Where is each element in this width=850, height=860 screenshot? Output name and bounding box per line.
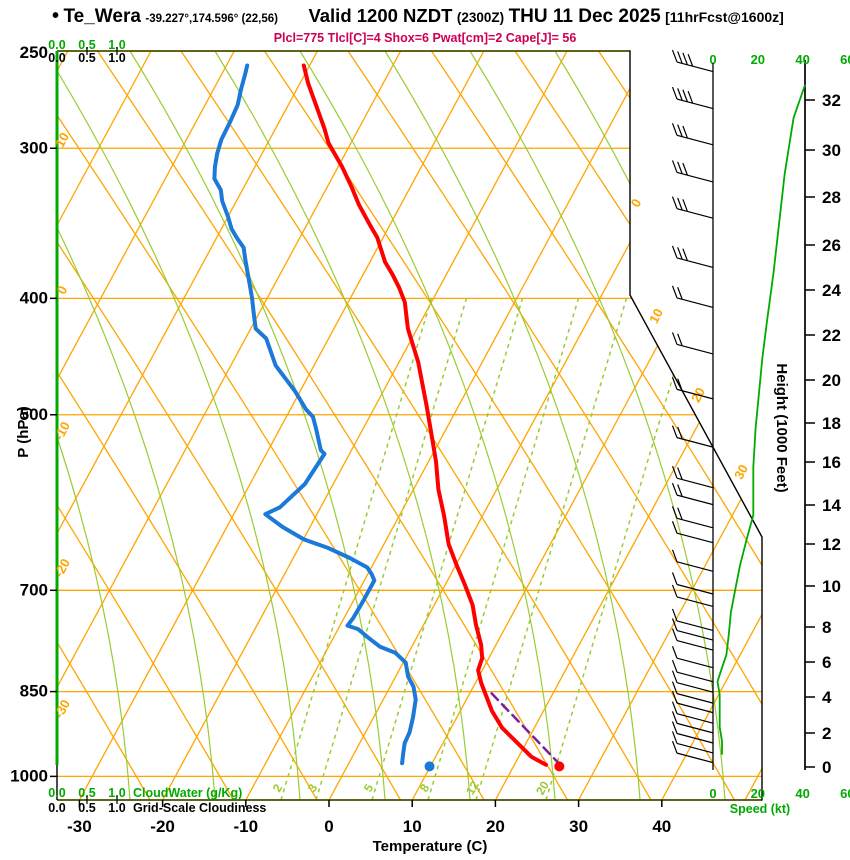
axis-label: 20 xyxy=(751,52,765,67)
axis-label: 1.0 xyxy=(108,801,125,815)
sounding-indices: Plcl=775 Tlcl[C]=4 Shox=6 Pwat[cm]=2 Cap… xyxy=(273,31,577,45)
axis-label: 20 xyxy=(533,778,552,797)
axis-label: Height (1000 Feet) xyxy=(773,363,790,492)
isotherm-labels: 100-10-20-300102030 xyxy=(51,130,751,721)
wind-barbs xyxy=(671,49,714,770)
axis-label: 0.0 xyxy=(48,786,65,800)
cloudwater-scales: 0.00.00.50.51.01.00.00.00.50.51.01.0Clou… xyxy=(48,38,266,815)
dewpoint-curve xyxy=(212,63,418,766)
axis-label: 300 xyxy=(20,138,48,157)
valid-time: Valid 1200 NZDT xyxy=(308,5,453,26)
wind-speed-curve xyxy=(716,84,806,755)
axis-label: 850 xyxy=(20,682,48,701)
title-bullet: • xyxy=(52,5,60,27)
axis-label: 700 xyxy=(20,580,48,599)
axis-label: 22 xyxy=(822,326,841,345)
pressure-axis: 250 300 400 500 700 850 1000 P (hPa) xyxy=(10,43,57,785)
surface-temperature-dot xyxy=(554,761,565,772)
station-name: Te_Wera xyxy=(63,6,141,27)
valid-date: THU 11 Dec 2025 xyxy=(508,6,661,27)
axis-label: Temperature (C) xyxy=(373,838,488,855)
axis-label: Speed (kt) xyxy=(730,802,790,816)
forecast-hour: [11hrFcst@1600z] xyxy=(665,9,784,25)
axis-label: 3 xyxy=(305,781,321,794)
axis-label: 1000 xyxy=(10,766,48,785)
axis-label: 30 xyxy=(822,141,841,160)
axis-label: 32 xyxy=(822,91,841,110)
axis-label: 60 xyxy=(840,786,850,801)
axis-label: 12 xyxy=(463,778,482,797)
axis-label: 14 xyxy=(822,496,841,515)
axis-label: -20 xyxy=(150,817,175,836)
axis-label: 18 xyxy=(822,414,841,433)
axis-label: -10 xyxy=(234,817,259,836)
temperature-curve xyxy=(301,63,548,767)
axis-label: 4 xyxy=(822,688,832,707)
axis-label: 500 xyxy=(20,405,48,424)
axis-label: 20 xyxy=(822,371,841,390)
axis-label: 0 xyxy=(324,817,333,836)
chart-title: • Te_Wera -39.227°,174.596° (22,56) Vali… xyxy=(52,5,850,28)
axis-label: 2 xyxy=(822,724,831,743)
axis-label: 0 xyxy=(709,52,716,67)
axis-label: CloudWater (g/Kg) xyxy=(133,786,242,800)
valid-time-z: (2300Z) xyxy=(456,10,505,25)
axis-label: 40 xyxy=(652,817,671,836)
surface-dots xyxy=(424,761,565,772)
axis-label: 10 xyxy=(52,130,72,150)
axis-label: 40 xyxy=(795,52,809,67)
plot-frame xyxy=(56,50,763,801)
axis-label: P (hPa) xyxy=(15,406,32,457)
axis-label: 250 xyxy=(20,43,48,62)
axis-label: Grid-Scale Cloudiness xyxy=(133,801,266,815)
axis-label: 0 xyxy=(709,786,716,801)
axis-label: 26 xyxy=(822,236,841,255)
mixing-ratio-labels: 2 3 5 8 12 20 xyxy=(270,778,552,797)
parcel-path xyxy=(488,690,562,767)
station-coords: -39.227°,174.596° (22,56) xyxy=(145,13,278,25)
axis-label: 2 xyxy=(270,781,286,794)
axis-label: 12 xyxy=(822,535,841,554)
temperature-axis: -30 -20 -10 0 10 20 30 40 Temperature (C) xyxy=(67,800,671,855)
axis-label: 1.0 xyxy=(108,786,125,800)
axis-label: -10 xyxy=(51,419,73,443)
surface-dewpoint-dot xyxy=(424,761,435,772)
axis-label: 0.5 xyxy=(78,51,95,65)
axis-label: 0.5 xyxy=(78,801,95,815)
axis-label: 20 xyxy=(751,786,765,801)
axis-label: 6 xyxy=(822,653,831,672)
axis-label: -30 xyxy=(51,697,73,721)
axis-label: 40 xyxy=(795,786,809,801)
axis-label: 20 xyxy=(486,817,505,836)
axis-label: 0.0 xyxy=(48,801,65,815)
axis-label: 1.0 xyxy=(108,51,125,65)
axis-label: 1.0 xyxy=(108,38,125,52)
mixing-ratio-lines xyxy=(280,294,699,800)
axis-label: 5 xyxy=(361,781,377,794)
axis-label: 8 xyxy=(417,781,433,794)
axis-label: 28 xyxy=(822,188,841,207)
axis-label: 0.5 xyxy=(78,38,95,52)
axis-label: 0.5 xyxy=(78,786,95,800)
axis-label: 8 xyxy=(822,618,831,637)
axis-label: 60 xyxy=(840,52,850,67)
axis-label: -20 xyxy=(51,556,73,580)
axis-label: 16 xyxy=(822,453,841,472)
axis-label: 10 xyxy=(646,306,666,326)
axis-label: 400 xyxy=(20,288,48,307)
speed-axis: 00202040406060Speed (kt) xyxy=(709,52,850,816)
axis-label: -30 xyxy=(67,817,92,836)
axis-label: 10 xyxy=(403,817,422,836)
axis-label: 30 xyxy=(569,817,588,836)
axis-label: 30 xyxy=(731,462,751,482)
axis-label: 24 xyxy=(822,281,841,300)
axis-label: 10 xyxy=(822,577,841,596)
axis-label: 0.0 xyxy=(48,38,65,52)
axis-label: 0.0 xyxy=(48,51,65,65)
axis-label: 0 xyxy=(822,758,831,777)
